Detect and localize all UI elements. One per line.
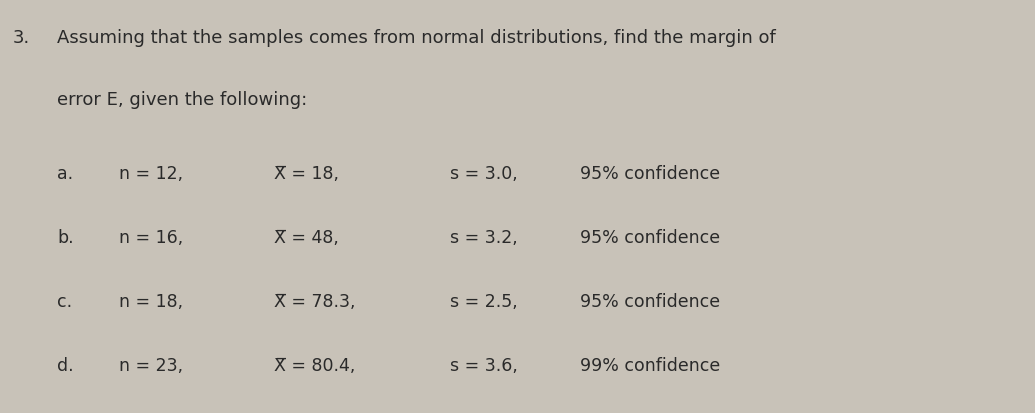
Text: 99% confidence: 99% confidence (580, 357, 720, 375)
Text: 95% confidence: 95% confidence (580, 229, 719, 247)
Text: d.: d. (57, 357, 73, 375)
Text: X̅ = 80.4,: X̅ = 80.4, (274, 357, 356, 375)
Text: b.: b. (57, 229, 73, 247)
Text: n = 16,: n = 16, (119, 229, 183, 247)
Text: n = 18,: n = 18, (119, 293, 183, 311)
Text: X̅ = 78.3,: X̅ = 78.3, (274, 293, 356, 311)
Text: s = 3.2,: s = 3.2, (450, 229, 518, 247)
Text: error E, given the following:: error E, given the following: (57, 91, 307, 109)
Text: 95% confidence: 95% confidence (580, 293, 719, 311)
Text: s = 2.5,: s = 2.5, (450, 293, 518, 311)
Text: s = 3.0,: s = 3.0, (450, 165, 518, 183)
Text: a.: a. (57, 165, 73, 183)
Text: n = 12,: n = 12, (119, 165, 183, 183)
Text: Assuming that the samples comes from normal distributions, find the margin of: Assuming that the samples comes from nor… (57, 29, 775, 47)
Text: X̅ = 48,: X̅ = 48, (274, 229, 339, 247)
Text: X̅ = 18,: X̅ = 18, (274, 165, 339, 183)
Text: 3.: 3. (12, 29, 30, 47)
Text: c.: c. (57, 293, 72, 311)
Text: n = 23,: n = 23, (119, 357, 183, 375)
Text: 95% confidence: 95% confidence (580, 165, 719, 183)
Text: s = 3.6,: s = 3.6, (450, 357, 519, 375)
